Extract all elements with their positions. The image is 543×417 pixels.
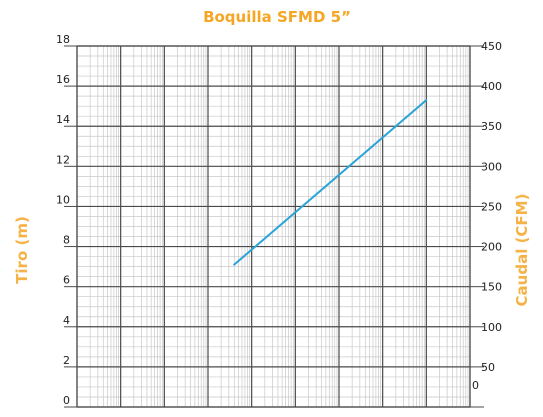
y-tick-label: 0	[63, 394, 70, 407]
y2-tick-label: 350	[481, 120, 502, 133]
grid-minor	[77, 45, 470, 408]
y2-axis-title: Caudal (CFM)	[513, 194, 531, 307]
y2-tick-label: 150	[481, 281, 502, 294]
y-tick-label: 6	[63, 274, 70, 287]
y-axis-title: Tiro (m)	[13, 216, 31, 284]
y-tick-label: 8	[63, 234, 70, 247]
series-line	[233, 99, 428, 266]
y-tick-label: 4	[63, 314, 70, 327]
y-tick-label: 14	[56, 113, 70, 126]
y2-tick-label: 300	[481, 160, 502, 173]
series-layer	[233, 99, 428, 266]
y-tick-label: 12	[56, 153, 70, 166]
grid-major	[76, 45, 471, 408]
y-tick-labels: 0 2 4 6 8 10 12 14 16 18	[56, 33, 77, 408]
y-tick-label: 10	[56, 193, 70, 206]
chart-title: Boquilla SFMD 5”	[203, 8, 351, 26]
y2-tick-label: 250	[481, 200, 502, 213]
y2-tick-label: 200	[481, 241, 502, 254]
y-tick-label: 16	[56, 73, 70, 86]
y2-tick-label: 450	[481, 40, 502, 53]
y2-tick-label: 100	[481, 321, 502, 334]
plot-frame	[76, 45, 471, 408]
y2-tick-label: 50	[481, 361, 495, 374]
y-tick-label: 18	[56, 33, 70, 46]
y2-tick-label: 400	[481, 80, 502, 93]
y-tick-label: 2	[63, 354, 70, 367]
y2-tick-label: 0	[472, 379, 479, 392]
y2-tick-labels: 050 100 150 200 250 300 350 400 450	[470, 40, 502, 408]
